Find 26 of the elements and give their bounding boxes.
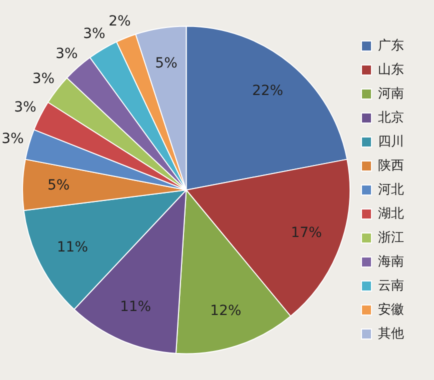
legend-label: 湖北 bbox=[378, 206, 404, 222]
legend-label: 陕西 bbox=[378, 158, 404, 174]
data-label: 11% bbox=[120, 298, 152, 315]
legend-label: 四川 bbox=[378, 134, 404, 150]
legend-label: 北京 bbox=[378, 110, 404, 126]
legend-label: 安徽 bbox=[378, 301, 404, 318]
legend-label: 海南 bbox=[378, 254, 404, 270]
legend-label: 云南 bbox=[378, 278, 404, 294]
data-label: 3% bbox=[56, 46, 78, 62]
legend-label: 广东 bbox=[378, 38, 404, 54]
data-label: 3% bbox=[2, 131, 24, 148]
data-label: 22% bbox=[252, 83, 284, 100]
data-label: 3% bbox=[83, 26, 106, 42]
data-label: 11% bbox=[56, 240, 88, 256]
legend-label: 浙江 bbox=[378, 230, 404, 246]
data-label: 5% bbox=[155, 55, 178, 72]
data-label: 2% bbox=[108, 14, 131, 30]
data-label: 12% bbox=[210, 303, 242, 320]
legend-label: 河南 bbox=[378, 86, 404, 102]
data-label: 17% bbox=[290, 224, 322, 241]
legend-label: 河北 bbox=[378, 182, 404, 198]
legend-label: 山东 bbox=[378, 62, 404, 78]
data-label: 3% bbox=[14, 100, 36, 116]
legend-label: 其他 bbox=[378, 326, 404, 342]
data-label: 5% bbox=[47, 178, 70, 194]
data-label: 3% bbox=[32, 70, 55, 87]
